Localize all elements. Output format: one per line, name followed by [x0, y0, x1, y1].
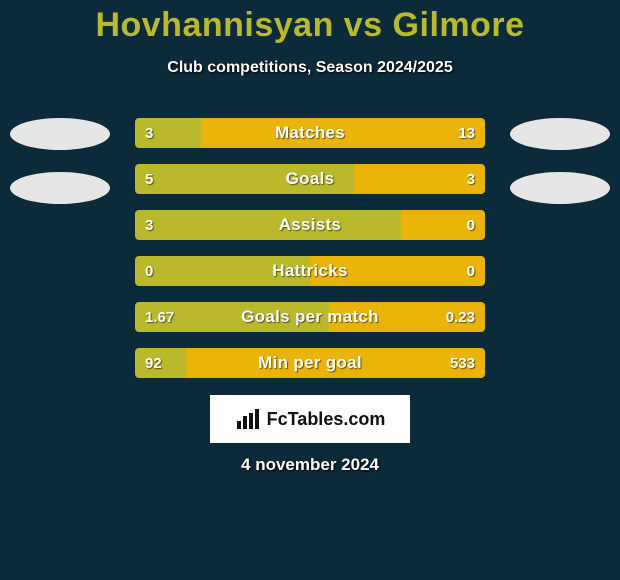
team-logo-placeholder: [10, 118, 110, 150]
stat-label: Hattricks: [135, 256, 485, 286]
stat-row: 53Goals: [135, 164, 485, 194]
stat-row: 313Matches: [135, 118, 485, 148]
page-title: Hovhannisyan vs Gilmore: [0, 0, 620, 45]
date-text: 4 november 2024: [0, 455, 620, 475]
left-logo-column: [5, 118, 115, 226]
team-logo-placeholder: [510, 118, 610, 150]
bar-chart-icon: [235, 409, 261, 429]
stat-row: 30Assists: [135, 210, 485, 240]
comparison-card: Hovhannisyan vs Gilmore Club competition…: [0, 0, 620, 580]
page-subtitle: Club competitions, Season 2024/2025: [0, 59, 620, 77]
stat-row: 92533Min per goal: [135, 348, 485, 378]
stat-label: Goals per match: [135, 302, 485, 332]
stat-bars: 313Matches 53Goals 30Assists 00Hattricks 1.6…: [135, 118, 485, 394]
right-logo-column: [505, 118, 615, 226]
team-logo-placeholder: [510, 172, 610, 204]
brand-text: FcTables.com: [267, 409, 386, 430]
stat-label: Min per goal: [135, 348, 485, 378]
stat-row: 1.670.23Goals per match: [135, 302, 485, 332]
stat-label: Matches: [135, 118, 485, 148]
stat-label: Assists: [135, 210, 485, 240]
team-logo-placeholder: [10, 172, 110, 204]
stat-row: 00Hattricks: [135, 256, 485, 286]
stat-label: Goals: [135, 164, 485, 194]
brand-badge: FcTables.com: [210, 395, 410, 443]
